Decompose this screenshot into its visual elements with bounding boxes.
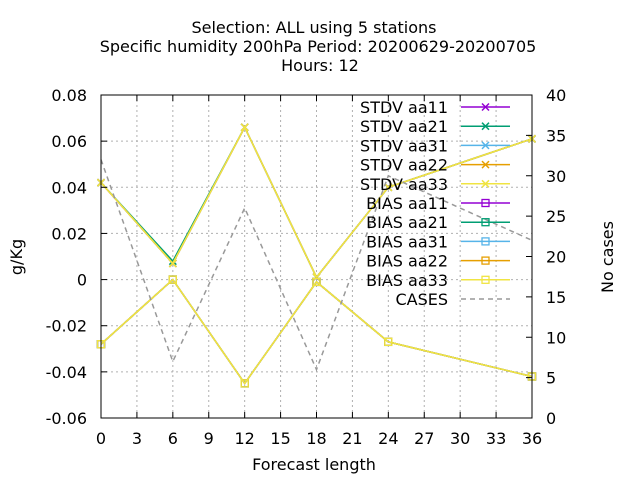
legend-marker xyxy=(481,256,490,265)
data-point xyxy=(240,123,249,132)
legend-label: STDV aa21 xyxy=(360,117,448,136)
data-point xyxy=(312,273,321,282)
legend-marker xyxy=(481,237,490,246)
x-tick-label: 9 xyxy=(204,429,214,448)
y-tick-label: -0.02 xyxy=(46,317,87,336)
legend-entry: STDV aa22 xyxy=(360,156,510,175)
y2-tick-label: 25 xyxy=(546,207,566,226)
legend-marker xyxy=(481,218,490,227)
legend-label: BIAS aa11 xyxy=(366,194,448,213)
title-line-1: Selection: ALL using 5 stations xyxy=(191,18,436,37)
y-axis-label: g/Kg xyxy=(7,239,26,275)
legend-marker xyxy=(481,198,490,208)
y-tick-label: 0 xyxy=(77,271,87,290)
axes: 0 3 6 9 12 15 18 21 24 27 30 33 360.080.060.040.020-… xyxy=(46,86,567,448)
legend-label: BIAS aa22 xyxy=(366,252,448,271)
x-tick-label: 27 xyxy=(414,429,434,448)
x-axis-label: Forecast length xyxy=(252,455,376,474)
legend-entry: BIAS aa11 xyxy=(366,194,510,213)
x-tick-label: 15 xyxy=(270,429,290,448)
chart-title: Selection: ALL using 5 stations Specific… xyxy=(100,18,537,75)
y2-tick-label: 35 xyxy=(546,126,566,145)
legend-label: STDV aa11 xyxy=(360,98,448,117)
x-tick-label: 3 xyxy=(132,429,142,448)
data-point xyxy=(168,259,177,268)
x-tick-label: 30 xyxy=(450,429,470,448)
y-tick-label: -0.06 xyxy=(46,409,87,428)
grid-lines xyxy=(101,95,532,418)
y-tick-label: -0.04 xyxy=(46,363,87,382)
legend-entry: CASES xyxy=(395,290,510,309)
title-line-2: Specific humidity 200hPa Period: 2020062… xyxy=(100,37,537,56)
y2-tick-label: 20 xyxy=(546,248,566,267)
legend-label: STDV aa33 xyxy=(360,175,448,194)
y-tick-label: 0.02 xyxy=(51,224,87,243)
y2-axis-label: No cases xyxy=(598,221,617,293)
y2-tick-label: 10 xyxy=(546,328,566,347)
legend-entry: STDV aa31 xyxy=(360,136,510,155)
legend-marker xyxy=(481,141,490,150)
plot-area xyxy=(96,123,537,388)
x-tick-label: 33 xyxy=(486,429,506,448)
x-tick-label: 18 xyxy=(306,429,326,448)
x-tick-label: 0 xyxy=(96,429,106,448)
data-point xyxy=(384,337,393,347)
x-tick-label: 21 xyxy=(342,429,362,448)
y2-tick-label: 5 xyxy=(546,369,556,388)
legend-entry: STDV aa21 xyxy=(360,117,510,136)
y-tick-label: 0.08 xyxy=(51,86,87,105)
y2-tick-label: 30 xyxy=(546,167,566,186)
x-tick-label: 12 xyxy=(234,429,254,448)
legend-label: BIAS aa33 xyxy=(366,271,448,290)
series-line xyxy=(100,125,533,279)
data-point xyxy=(384,183,393,192)
legend-entry: BIAS aa22 xyxy=(366,252,510,271)
legend-entry: BIAS aa31 xyxy=(366,232,510,251)
y2-tick-label: 15 xyxy=(546,288,566,307)
legend-entry: BIAS aa21 xyxy=(366,213,510,232)
legend-entry: STDV aa11 xyxy=(360,98,510,117)
y-tick-label: 0.06 xyxy=(51,132,87,151)
legend-entry: BIAS aa33 xyxy=(366,271,510,290)
data-point xyxy=(240,379,249,388)
y-tick-label: 0.04 xyxy=(51,178,87,197)
title-line-3: Hours: 12 xyxy=(281,56,359,75)
series-line xyxy=(100,278,533,385)
y2-tick-label: 40 xyxy=(546,86,566,105)
x-tick-label: 6 xyxy=(168,429,178,448)
y2-tick-label: 0 xyxy=(546,409,556,428)
series-line xyxy=(100,159,533,372)
legend-entry: STDV aa33 xyxy=(360,175,510,194)
legend-label: STDV aa31 xyxy=(360,136,448,155)
legend-marker xyxy=(481,179,490,188)
legend-label: STDV aa22 xyxy=(360,156,448,175)
x-tick-label: 36 xyxy=(522,429,542,448)
legend-label: CASES xyxy=(395,290,448,309)
x-tick-label: 24 xyxy=(378,429,398,448)
legend-marker xyxy=(481,275,490,284)
legend-marker xyxy=(481,102,490,112)
legend-label: BIAS aa21 xyxy=(366,213,448,232)
legend-label: BIAS aa31 xyxy=(366,232,448,251)
legend-marker xyxy=(481,122,490,131)
data-point xyxy=(312,277,321,287)
legend-marker xyxy=(481,160,490,169)
series-cases xyxy=(100,159,533,372)
data-point xyxy=(168,275,177,284)
